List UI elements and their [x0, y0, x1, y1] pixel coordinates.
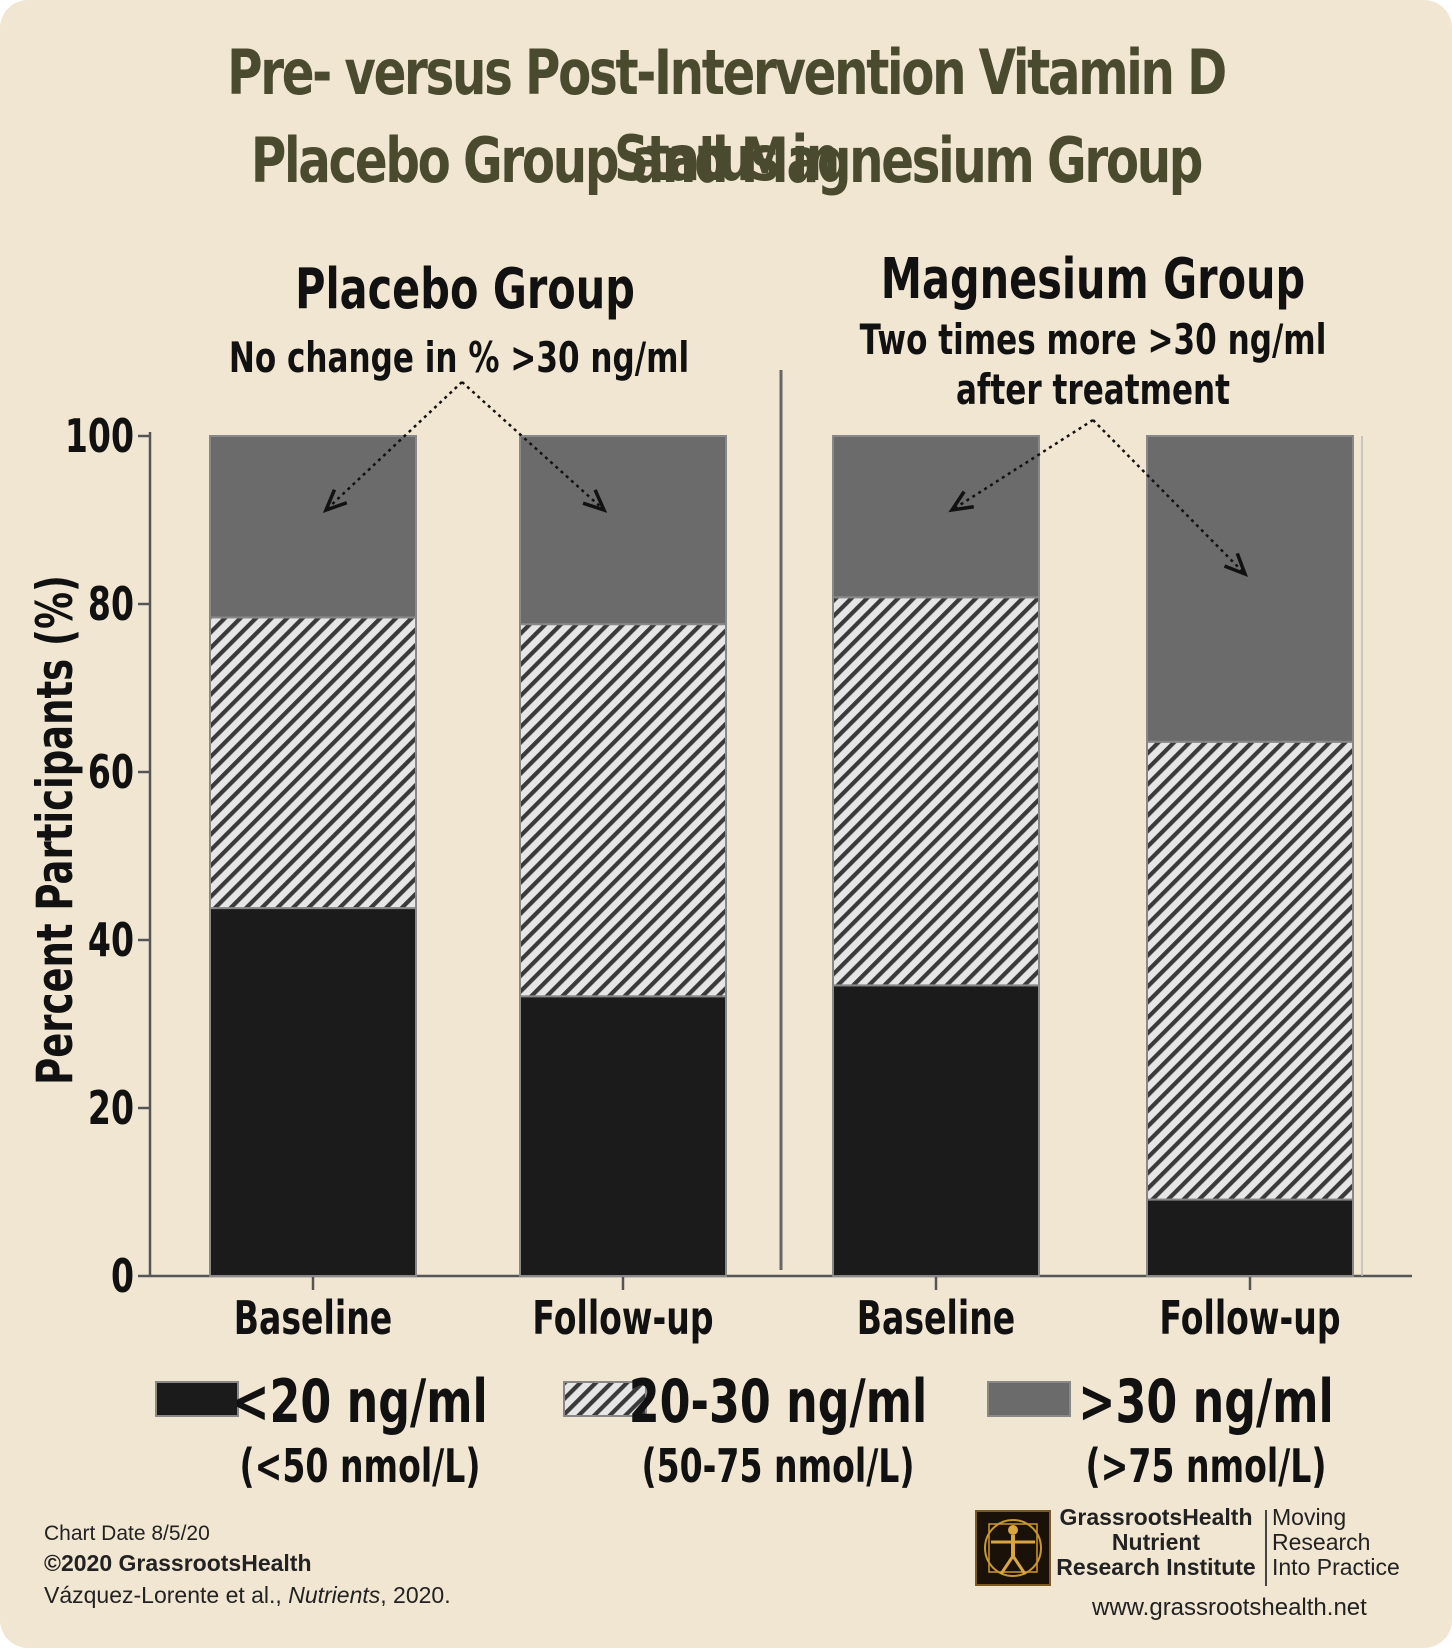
y-axis-label: Percent Participants (%)	[27, 575, 85, 1085]
magnesium-group-title: Magnesium Group	[881, 246, 1305, 312]
org-name: GrassrootsHealth Nutrient Research Insti…	[1052, 1505, 1260, 1580]
legend-label-1: 20-30 ng/ml	[629, 1367, 927, 1436]
legend-swatch-2	[987, 1381, 1071, 1417]
vitruvian-man-icon	[984, 1519, 1042, 1577]
y-tick-label: 20	[88, 1083, 134, 1136]
magnesium-arrow-baseline-head	[948, 490, 975, 513]
citation-year: , 2020.	[380, 1582, 451, 1608]
org-name-line-2: Nutrient	[1111, 1529, 1201, 1555]
bar-segment-1-1-2	[1146, 435, 1354, 743]
legend-sublabel-2: (>75 nmol/L)	[1085, 1441, 1326, 1494]
legend-label-0: <20 ng/ml	[232, 1367, 487, 1436]
citation: Vázquez-Lorente et al., Nutrients, 2020.	[44, 1582, 451, 1609]
chart-date: Chart Date 8/5/20	[44, 1522, 210, 1545]
legend-label-2: >30 ng/ml	[1078, 1367, 1333, 1436]
legend-swatch-0	[155, 1381, 239, 1417]
citation-authors: Vázquez-Lorente et al.,	[44, 1582, 289, 1608]
website-link[interactable]: www.grassrootshealth.net	[1092, 1594, 1367, 1621]
bar-segment-0-0-2	[209, 435, 417, 619]
tagline-line-3: Into Practice	[1272, 1554, 1400, 1580]
tagline-line-1: Moving	[1272, 1504, 1347, 1530]
bar-segment-0-0-1	[209, 616, 417, 910]
bar-segment-1-0-0	[832, 984, 1040, 1277]
magnesium-group-note-line-1: Two times more >30 ng/ml	[860, 315, 1327, 364]
placebo-group-note: No change in % >30 ng/ml	[229, 333, 689, 382]
bar-segment-0-1-1	[519, 623, 727, 998]
bar-segment-1-1-0	[1146, 1198, 1354, 1278]
x-tick-label: Follow-up	[1159, 1293, 1340, 1346]
bar-segment-1-1-1	[1146, 740, 1354, 1201]
tagline-line-2: Research	[1272, 1529, 1371, 1555]
placebo-arrow-baseline	[325, 381, 463, 511]
org-name-line-1: GrassrootsHealth	[1059, 1504, 1253, 1530]
legend-swatch-1	[563, 1381, 647, 1417]
legend-sublabel-0: (<50 nmol/L)	[239, 1441, 480, 1494]
chart-title-line-2: Placebo Group and Magnesium Group	[250, 124, 1204, 197]
y-tick-label: 60	[88, 747, 134, 800]
y-tick-label: 100	[65, 411, 134, 464]
magnesium-group-note-line-2: after treatment	[956, 365, 1230, 414]
bar-segment-0-0-0	[209, 907, 417, 1278]
copyright: ©2020 GrassrootsHealth	[44, 1550, 312, 1576]
placebo-group-title: Placebo Group	[295, 256, 635, 322]
citation-journal: Nutrients	[288, 1582, 381, 1608]
legend-sublabel-1: (50-75 nmol/L)	[641, 1441, 914, 1494]
bar-segment-1-0-1	[832, 596, 1040, 987]
chart-title-line-1: Pre- versus Post-Intervention Vitamin D …	[227, 36, 1227, 195]
magnesium-arrow-followup-head	[1223, 552, 1249, 578]
bar-segment-0-1-0	[519, 995, 727, 1278]
org-name-line-3: Research Institute	[1056, 1554, 1256, 1580]
brand-divider	[1265, 1510, 1267, 1586]
bar-segment-0-1-2	[519, 435, 727, 626]
x-tick-label: Follow-up	[532, 1293, 713, 1346]
x-tick-label: Baseline	[234, 1293, 393, 1346]
bar-segment-1-0-2	[832, 435, 1040, 599]
tagline: Moving Research Into Practice	[1272, 1505, 1400, 1580]
placebo-arrow-baseline-head	[322, 489, 348, 513]
x-tick-label: Baseline	[857, 1293, 1016, 1346]
y-tick-label: 0	[111, 1251, 134, 1304]
placebo-arrow-followup-head	[582, 489, 608, 513]
magnesium-arrow-followup	[1092, 419, 1246, 575]
y-tick-label: 40	[88, 915, 134, 968]
grassroots-logo	[975, 1510, 1051, 1586]
y-tick-label: 80	[88, 579, 134, 632]
